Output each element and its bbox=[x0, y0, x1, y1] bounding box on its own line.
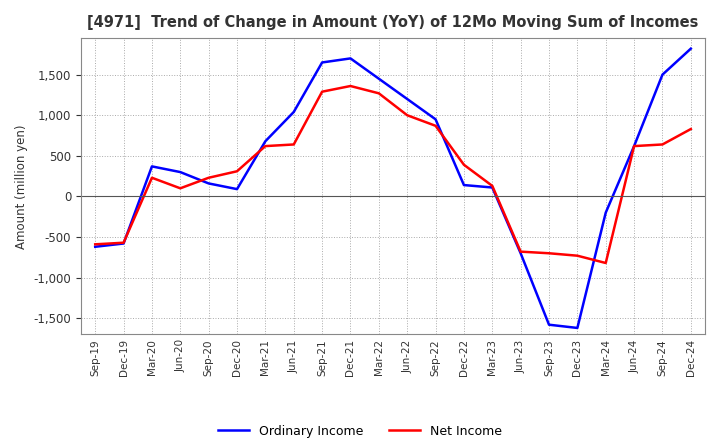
Net Income bbox=[318, 89, 326, 94]
Ordinary Income bbox=[289, 110, 298, 115]
Ordinary Income bbox=[686, 46, 695, 51]
Legend: Ordinary Income, Net Income: Ordinary Income, Net Income bbox=[213, 420, 507, 440]
Ordinary Income bbox=[431, 117, 440, 122]
Ordinary Income bbox=[148, 164, 156, 169]
Ordinary Income bbox=[601, 210, 610, 215]
Ordinary Income bbox=[261, 139, 270, 144]
Net Income bbox=[120, 240, 128, 246]
Net Income bbox=[346, 83, 355, 88]
Net Income bbox=[204, 175, 213, 180]
Net Income bbox=[289, 142, 298, 147]
Ordinary Income bbox=[176, 169, 184, 175]
Net Income bbox=[374, 91, 383, 96]
Ordinary Income bbox=[204, 181, 213, 186]
Ordinary Income bbox=[545, 322, 554, 327]
Line: Ordinary Income: Ordinary Income bbox=[95, 49, 690, 328]
Ordinary Income bbox=[374, 76, 383, 81]
Y-axis label: Amount (million yen): Amount (million yen) bbox=[15, 124, 28, 249]
Ordinary Income bbox=[459, 183, 468, 188]
Line: Net Income: Net Income bbox=[95, 86, 690, 263]
Ordinary Income bbox=[120, 241, 128, 246]
Net Income bbox=[148, 175, 156, 180]
Ordinary Income bbox=[318, 60, 326, 65]
Net Income bbox=[91, 242, 99, 247]
Title: [4971]  Trend of Change in Amount (YoY) of 12Mo Moving Sum of Incomes: [4971] Trend of Change in Amount (YoY) o… bbox=[87, 15, 698, 30]
Net Income bbox=[233, 169, 241, 174]
Ordinary Income bbox=[346, 56, 355, 61]
Ordinary Income bbox=[658, 72, 667, 77]
Net Income bbox=[431, 123, 440, 128]
Ordinary Income bbox=[488, 185, 497, 190]
Ordinary Income bbox=[233, 187, 241, 192]
Ordinary Income bbox=[403, 96, 412, 102]
Net Income bbox=[658, 142, 667, 147]
Ordinary Income bbox=[91, 244, 99, 249]
Net Income bbox=[601, 260, 610, 266]
Net Income bbox=[630, 143, 639, 149]
Net Income bbox=[545, 251, 554, 256]
Net Income bbox=[403, 113, 412, 118]
Net Income bbox=[176, 186, 184, 191]
Ordinary Income bbox=[630, 143, 639, 149]
Net Income bbox=[261, 143, 270, 149]
Ordinary Income bbox=[573, 325, 582, 330]
Net Income bbox=[488, 183, 497, 188]
Ordinary Income bbox=[516, 251, 525, 256]
Net Income bbox=[686, 126, 695, 132]
Net Income bbox=[459, 162, 468, 167]
Net Income bbox=[516, 249, 525, 254]
Net Income bbox=[573, 253, 582, 258]
